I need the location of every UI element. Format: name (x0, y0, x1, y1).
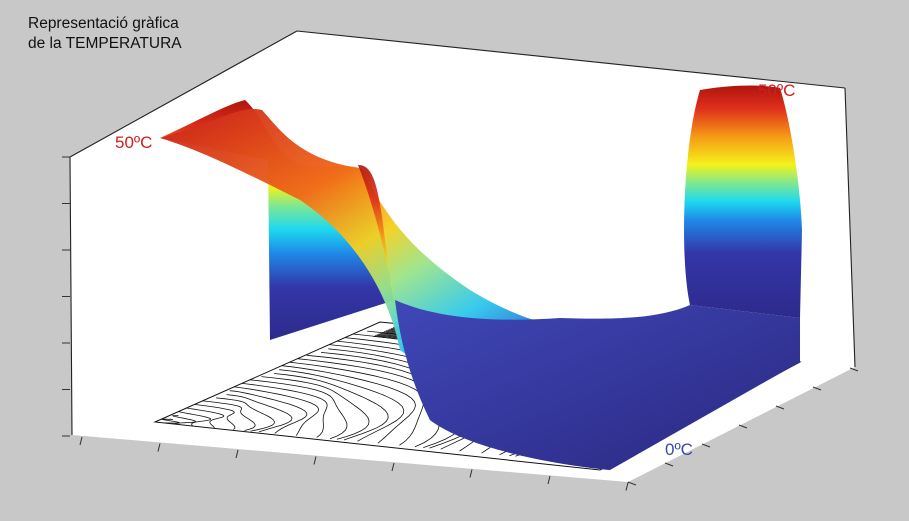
right-peak-label: 50ºC (758, 81, 795, 100)
contour-line (215, 397, 275, 432)
bottom-label: 0ºC (665, 440, 693, 459)
contour-line (281, 365, 416, 444)
left-peak-label: 50ºC (115, 133, 152, 152)
contour-line (186, 407, 225, 428)
back-top-edge (296, 30, 846, 89)
contour-line (171, 415, 197, 425)
right-wall-surface (684, 85, 802, 318)
y-axis-tick (664, 462, 674, 467)
contour-line (178, 411, 212, 426)
left-wall-surface (160, 100, 395, 340)
y-axis-tick (701, 443, 711, 448)
chart-title: Representació gràfica de la TEMPERATURA (28, 14, 182, 54)
back-left-edge (69, 30, 298, 158)
contour-line (242, 382, 328, 438)
x-axis-tick (547, 475, 551, 485)
y-axis-tick (812, 386, 822, 391)
x-axis-tick (391, 462, 395, 472)
contour-line (249, 379, 348, 440)
chart-title-line-1: Representació gràfica (28, 15, 179, 32)
contour-line (226, 394, 293, 433)
x-axis-tick (235, 449, 239, 459)
right-vertical-edge (844, 87, 856, 368)
contour-line (202, 400, 256, 431)
floor-surface (395, 300, 800, 470)
y-axis-tick (775, 405, 785, 410)
left-vertical-edge (69, 156, 73, 436)
contour-line (229, 390, 308, 434)
contour-line (234, 386, 320, 436)
contour-line (194, 404, 236, 430)
x-axis-tick (157, 443, 161, 452)
temperature-surface (160, 85, 802, 470)
x-axis-tick (469, 469, 473, 478)
chart-title-line-2: de la TEMPERATURA (28, 35, 182, 52)
contour-line (274, 373, 389, 441)
y-axis-tick (627, 481, 637, 486)
contour-line (279, 369, 405, 442)
y-axis-tick (849, 367, 859, 372)
contour-line (261, 376, 370, 440)
x-axis-tick (625, 482, 629, 491)
axis-ticks (62, 156, 859, 491)
x-axis-tick (79, 436, 83, 446)
y-axis-tick (738, 424, 748, 429)
x-axis-tick (313, 456, 317, 465)
